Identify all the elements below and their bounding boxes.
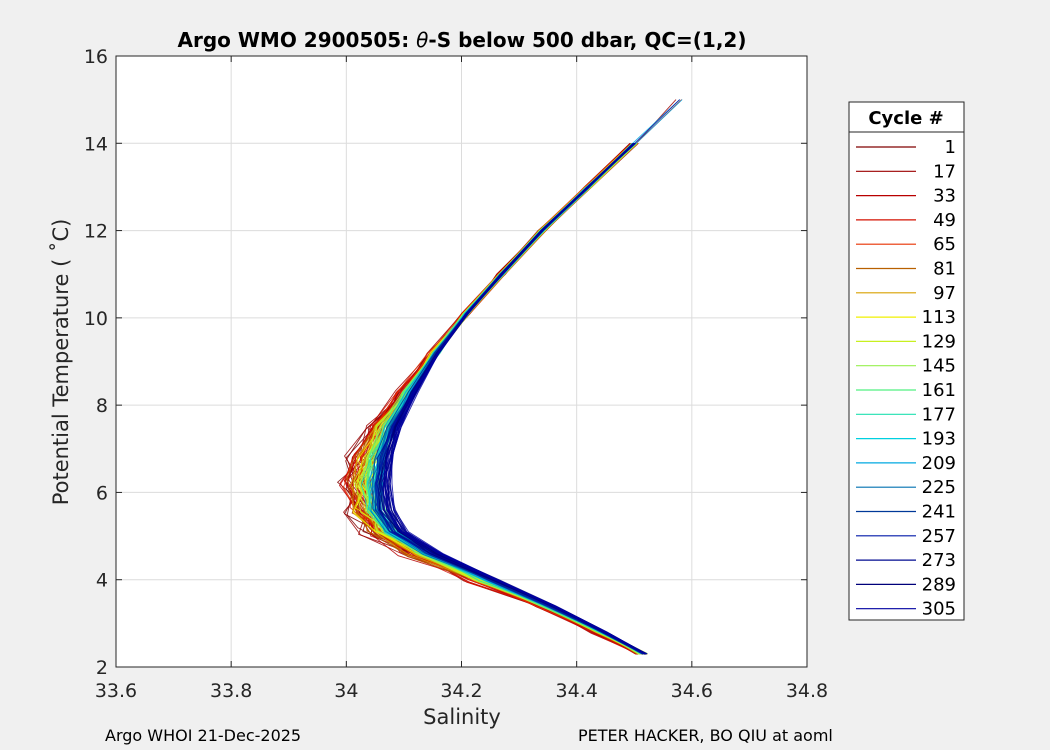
legend-label: 33 (933, 186, 956, 207)
y-tick-label: 6 (96, 482, 108, 504)
legend-entries: 1 17 33 49 65 81 97 113 129 145 161 177 193 209 225 241… (856, 137, 956, 620)
y-tick-label: 10 (84, 308, 108, 330)
x-tick-label: 34.4 (556, 680, 598, 702)
x-tick-label: 34.8 (786, 680, 828, 702)
legend-label: 257 (922, 526, 956, 547)
legend-label: 273 (922, 550, 956, 571)
footer-right: PETER HACKER, BO QIU at aoml (578, 726, 833, 745)
x-axis-label: Salinity (423, 705, 501, 729)
legend-label: 65 (933, 234, 956, 255)
legend-label: 305 (922, 599, 956, 620)
x-tick-label: 34.2 (440, 680, 482, 702)
legend-label: 113 (922, 307, 956, 328)
legend-label: 177 (922, 404, 956, 425)
legend-title: Cycle # (868, 108, 943, 129)
legend-label: 241 (922, 502, 956, 523)
profile-line-cycle-305 (385, 186, 647, 655)
y-axis-label: Potential Temperature ( ˚C) (49, 219, 73, 506)
x-tick-label: 34 (334, 680, 358, 702)
legend-label: 193 (922, 429, 956, 450)
title-suffix: -S below 500 dbar, QC=(1,2) (428, 28, 746, 52)
legend-label: 49 (933, 210, 956, 231)
title-prefix: Argo WMO 2900505: (178, 28, 417, 52)
legend-label: 145 (922, 356, 956, 377)
x-tick-label: 33.8 (210, 680, 252, 702)
x-tick-label: 34.6 (671, 680, 713, 702)
legend-label: 17 (933, 161, 956, 182)
legend-label: 225 (922, 477, 956, 498)
y-tick-label: 2 (96, 657, 108, 679)
footer-left: Argo WHOI 21-Dec-2025 (105, 726, 301, 745)
legend: Cycle # 1 17 33 49 65 81 97 113 129 145 161 177 193 2… (848, 101, 965, 621)
title-theta: θ (416, 28, 428, 52)
chart-title: Argo WMO 2900505: θ-S below 500 dbar, QC… (178, 28, 747, 52)
legend-label: 289 (922, 574, 956, 595)
legend-label: 1 (945, 137, 956, 158)
legend-box (848, 101, 965, 621)
legend-label: 209 (922, 453, 956, 474)
legend-label: 81 (933, 259, 956, 280)
legend-label: 129 (922, 331, 956, 352)
axis-ticks: 33.6 33.8 34 34.2 34.4 34.6 34.8 2 4 6 8 10 12 14 16 (84, 46, 828, 702)
y-tick-label: 14 (84, 133, 108, 155)
data-curves (336, 99, 683, 656)
x-tick-label: 33.6 (95, 680, 137, 702)
y-tick-label: 8 (96, 395, 108, 417)
legend-label: 161 (922, 380, 956, 401)
y-tick-label: 12 (84, 221, 108, 243)
y-tick-label: 4 (96, 570, 108, 592)
y-tick-label: 16 (84, 46, 108, 68)
legend-label: 97 (933, 283, 956, 304)
